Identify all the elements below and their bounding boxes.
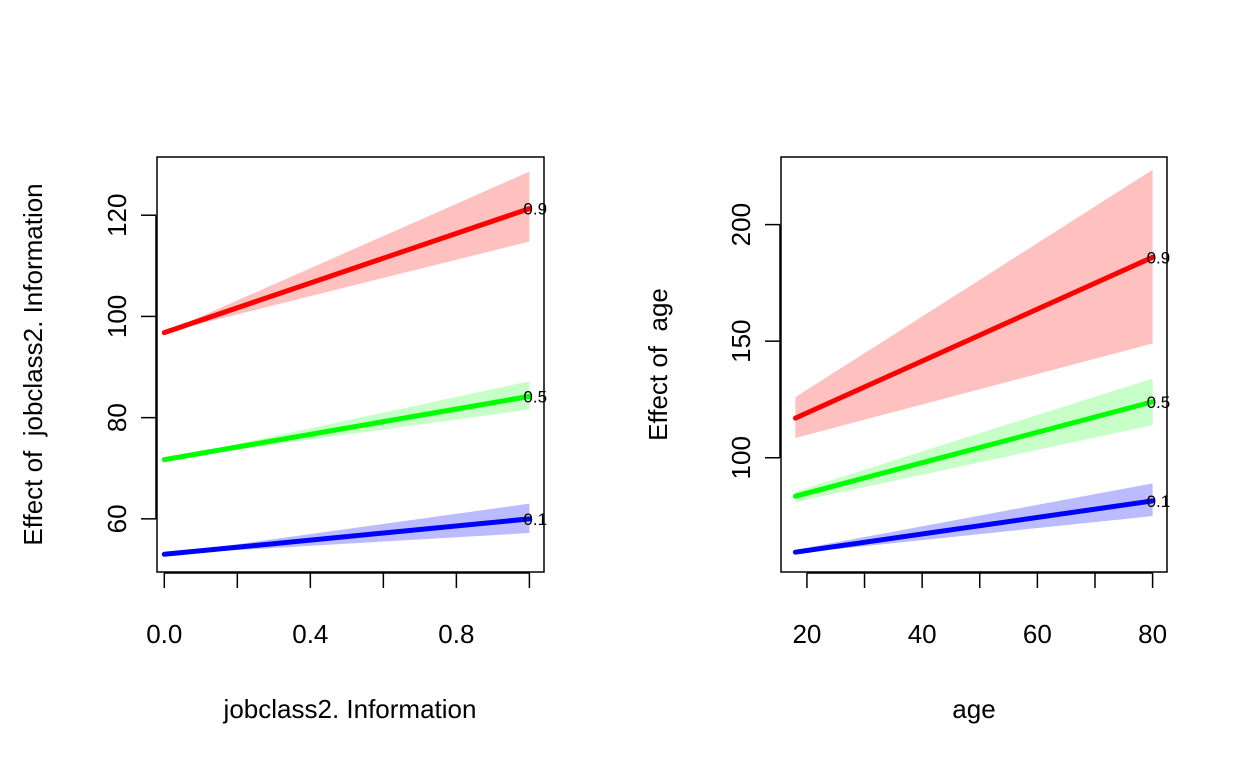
series-line-0.9: [792, 254, 1156, 421]
series-end-label: 0.5: [1147, 393, 1171, 412]
x-tick-label: 0.8: [438, 619, 474, 649]
series-end-label: 0.9: [523, 200, 547, 219]
x-tick-label: 60: [1023, 619, 1052, 649]
series-line-0.1: [161, 516, 532, 557]
y-tick-label: 80: [102, 403, 132, 432]
confidence-band-0.9: [795, 169, 1153, 438]
x-tick-label: 80: [1138, 619, 1167, 649]
y-tick-label: 100: [102, 295, 132, 338]
series-line-0.5: [792, 399, 1156, 499]
confidence-band-0.1: [795, 483, 1153, 554]
series-line-0.5: [161, 393, 532, 463]
confidence-band-0.5: [164, 381, 530, 460]
plot-frame: [156, 156, 545, 573]
series-end-label: 0.1: [1147, 492, 1171, 511]
series-end-label: 0.1: [523, 510, 547, 529]
series-end-label: 0.5: [523, 387, 547, 406]
y-tick-label: 200: [726, 203, 756, 246]
y-axis-label: Effect of age: [643, 288, 673, 441]
y-tick-label: 120: [102, 194, 132, 237]
x-tick-label: 40: [908, 619, 937, 649]
y-tick-label: 150: [726, 319, 756, 362]
chart-panel-jobclass: 0.1 0.5 0.9 0.0 0.4 0.8 60 80 100 120 jobclass2. I…: [18, 156, 547, 724]
x-axis-label: jobclass2. Information: [223, 694, 477, 724]
series-end-label: 0.9: [1147, 248, 1171, 267]
x-axis-label: age: [952, 694, 995, 724]
series-line-0.1: [792, 498, 1156, 555]
x-tick-label: 0.0: [146, 619, 182, 649]
chart-panel-age: 0.1 0.5 0.9 20 40 60 80 100 150 200 age Effect of a…: [643, 156, 1171, 724]
x-tick-label: 20: [792, 619, 821, 649]
y-tick-label: 100: [726, 436, 756, 479]
confidence-band-0.9: [164, 171, 530, 333]
y-tick-label: 60: [102, 504, 132, 533]
series-line-0.9: [161, 206, 532, 336]
y-axis-label: Effect of jobclass2. Information: [18, 183, 48, 545]
confidence-band-0.1: [164, 503, 530, 555]
plot-frame: [780, 156, 1168, 573]
x-tick-label: 0.4: [292, 619, 328, 649]
